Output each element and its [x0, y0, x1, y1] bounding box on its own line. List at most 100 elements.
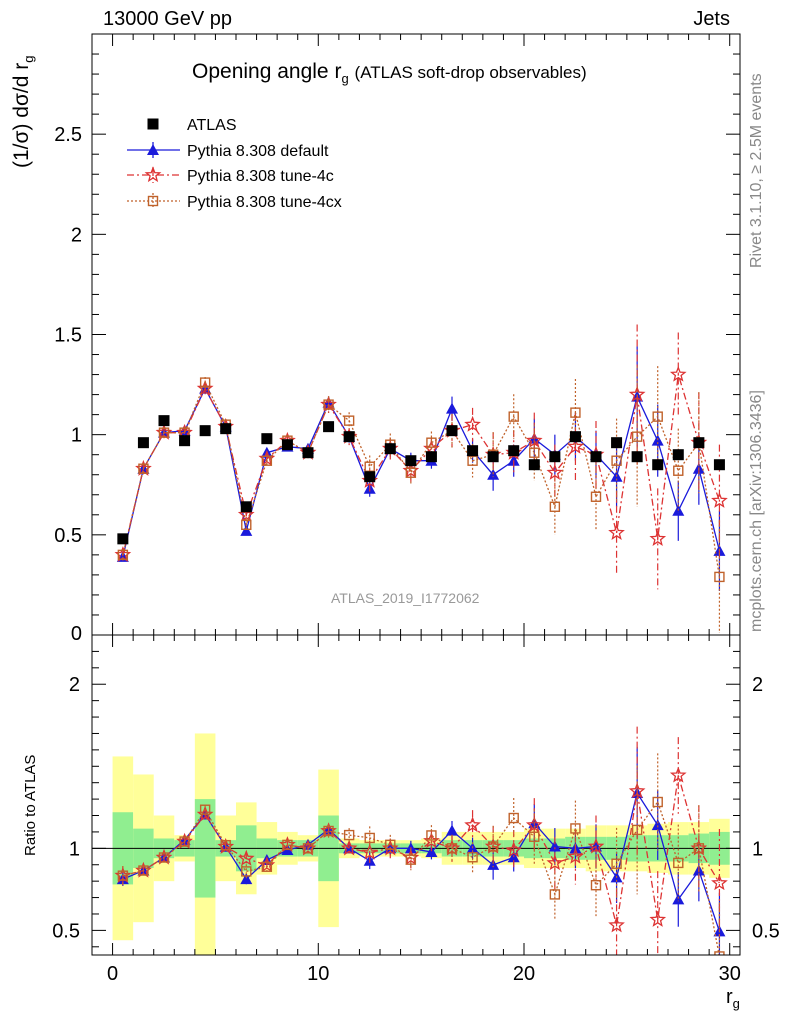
ratio-point-tune-4cx: [179, 836, 190, 847]
series-point-tune-4cx: [590, 491, 602, 502]
atlas-data-point: [528, 459, 540, 471]
ratio-frame: [91, 634, 741, 956]
y-axis-label-sub: g: [21, 55, 37, 63]
ratio-point-tune-4cx: [590, 880, 602, 891]
x-axis-label-sub: g: [732, 996, 740, 1011]
ratio-point-tune-4cx: [385, 839, 396, 851]
series-point-tune-4cx: [631, 431, 643, 442]
ratio-point-tune-4c: [464, 816, 481, 833]
ratio-y-tick-label-left: 2: [69, 674, 80, 696]
series-point-tune-4c: [567, 437, 584, 454]
series-line-default: [122, 387, 721, 558]
series-point-tune-4cx: [241, 519, 252, 531]
ratio-y-axis-label: Ratio to ATLAS: [22, 754, 39, 856]
atlas-data-point: [199, 425, 211, 437]
atlas-data-point: [652, 459, 664, 471]
series-point-tune-4c: [525, 431, 543, 448]
atlas-data-point: [240, 501, 252, 513]
chart-title-main: Opening angle r: [192, 60, 342, 83]
atlas-data-point: [302, 447, 314, 459]
y-tick-label: 2.5: [54, 124, 82, 146]
series-point-tune-4cx: [261, 455, 273, 466]
series-point-tune-4cx: [405, 467, 417, 478]
ratio-y-tick-label-right: 1: [752, 838, 763, 860]
y-tick-label: 1: [71, 425, 82, 447]
atlas-data-point: [446, 425, 458, 437]
ratio-point-tune-4cx: [446, 843, 458, 854]
ratio-point-tune-4cx: [426, 830, 437, 841]
ratio-point-tune-4cx: [693, 843, 705, 854]
series-point-tune-4cx: [549, 501, 561, 512]
ratio-y-tick-label-right: 0.5: [752, 920, 780, 942]
atlas-data-point: [590, 451, 602, 463]
atlas-data-point: [672, 449, 684, 461]
atlas-data-point: [467, 445, 479, 457]
x-tick-label: 0: [107, 963, 118, 985]
ratio-point-default: [651, 819, 664, 831]
atlas-data-point: [631, 451, 643, 463]
atlas-data-point: [220, 423, 232, 435]
ratio-point-tune-4cx: [673, 857, 684, 869]
atlas-data-point: [508, 445, 520, 457]
y-axis-label-main: (1/σ) dσ/d r: [10, 62, 33, 168]
series-point-tune-4cx: [611, 455, 622, 466]
atlas-data-point: [713, 459, 725, 471]
ratio-point-tune-4cx: [652, 796, 663, 808]
ratio-point-tune-4c: [546, 854, 564, 871]
legend-marker-tune-4c: [144, 166, 162, 183]
ratio-point-tune-4cx: [631, 824, 643, 836]
legend-marker-default: [147, 144, 159, 155]
series-point-tune-4c: [711, 492, 728, 508]
ratio-point-tune-4c: [669, 766, 687, 783]
ratio-point-tune-4c: [608, 916, 625, 933]
atlas-data-point: [405, 455, 417, 467]
atlas-data-point: [569, 431, 581, 443]
ratio-point-tune-4cx: [364, 832, 375, 844]
atlas-data-point: [384, 443, 396, 455]
legend-label: ATLAS: [187, 117, 237, 134]
ratio-point-tune-4cx: [117, 870, 129, 881]
y-tick-label: 1.5: [54, 325, 82, 347]
series-point-tune-4c: [669, 365, 687, 382]
ratio-point-default: [240, 873, 253, 885]
chart-title-sub: g: [341, 71, 349, 87]
atlas-data-point: [693, 437, 705, 449]
series-point-tune-4c: [649, 529, 667, 546]
ratio-point-default: [487, 858, 500, 870]
series-point-tune-4c: [608, 523, 625, 540]
series-point-tune-4cx: [467, 455, 478, 466]
ratio-point-tune-4cx: [467, 852, 478, 863]
ratio-point-default: [672, 893, 685, 905]
atlas-data-point: [261, 433, 273, 445]
ratio-point-tune-4c: [505, 841, 523, 858]
ratio-point-default: [446, 824, 458, 836]
ratio-point-tune-4c: [567, 847, 584, 864]
series-point-tune-4cx: [364, 461, 375, 472]
series-point-tune-4cx: [652, 411, 663, 422]
chart-title-suffix: (ATLAS soft-drop observables): [354, 63, 587, 82]
legend-label: Pythia 8.308 default: [187, 143, 329, 160]
ratio-point-tune-4cx: [282, 839, 293, 851]
y-tick-label-zero: 0: [71, 623, 82, 645]
atlas-data-point: [137, 437, 149, 449]
series-point-tune-4cx: [158, 427, 170, 438]
ratio-point-tune-4cx: [199, 804, 211, 815]
atlas-data-point: [343, 431, 355, 443]
y-tick-label: 2: [71, 224, 82, 246]
ratio-point-tune-4cx: [138, 865, 149, 876]
series-point-tune-4c: [464, 415, 481, 432]
ratio-point-tune-4cx: [570, 823, 581, 834]
series-point-tune-4cx: [529, 447, 540, 458]
header-left: 13000 GeV pp: [103, 8, 232, 30]
ratio-point-tune-4cx: [261, 861, 273, 872]
ratio-point-tune-4cx: [158, 852, 170, 863]
legend-label: Pythia 8.308 tune-4c: [187, 168, 334, 185]
ratio-point-tune-4cx: [529, 831, 540, 842]
series-point-tune-4cx: [570, 407, 581, 418]
series-point-default: [240, 524, 253, 536]
atlas-data-point: [323, 421, 335, 433]
x-axis-label-main: r: [726, 986, 733, 1008]
header-right: Jets: [693, 8, 730, 30]
ratio-point-tune-4c: [237, 849, 255, 866]
